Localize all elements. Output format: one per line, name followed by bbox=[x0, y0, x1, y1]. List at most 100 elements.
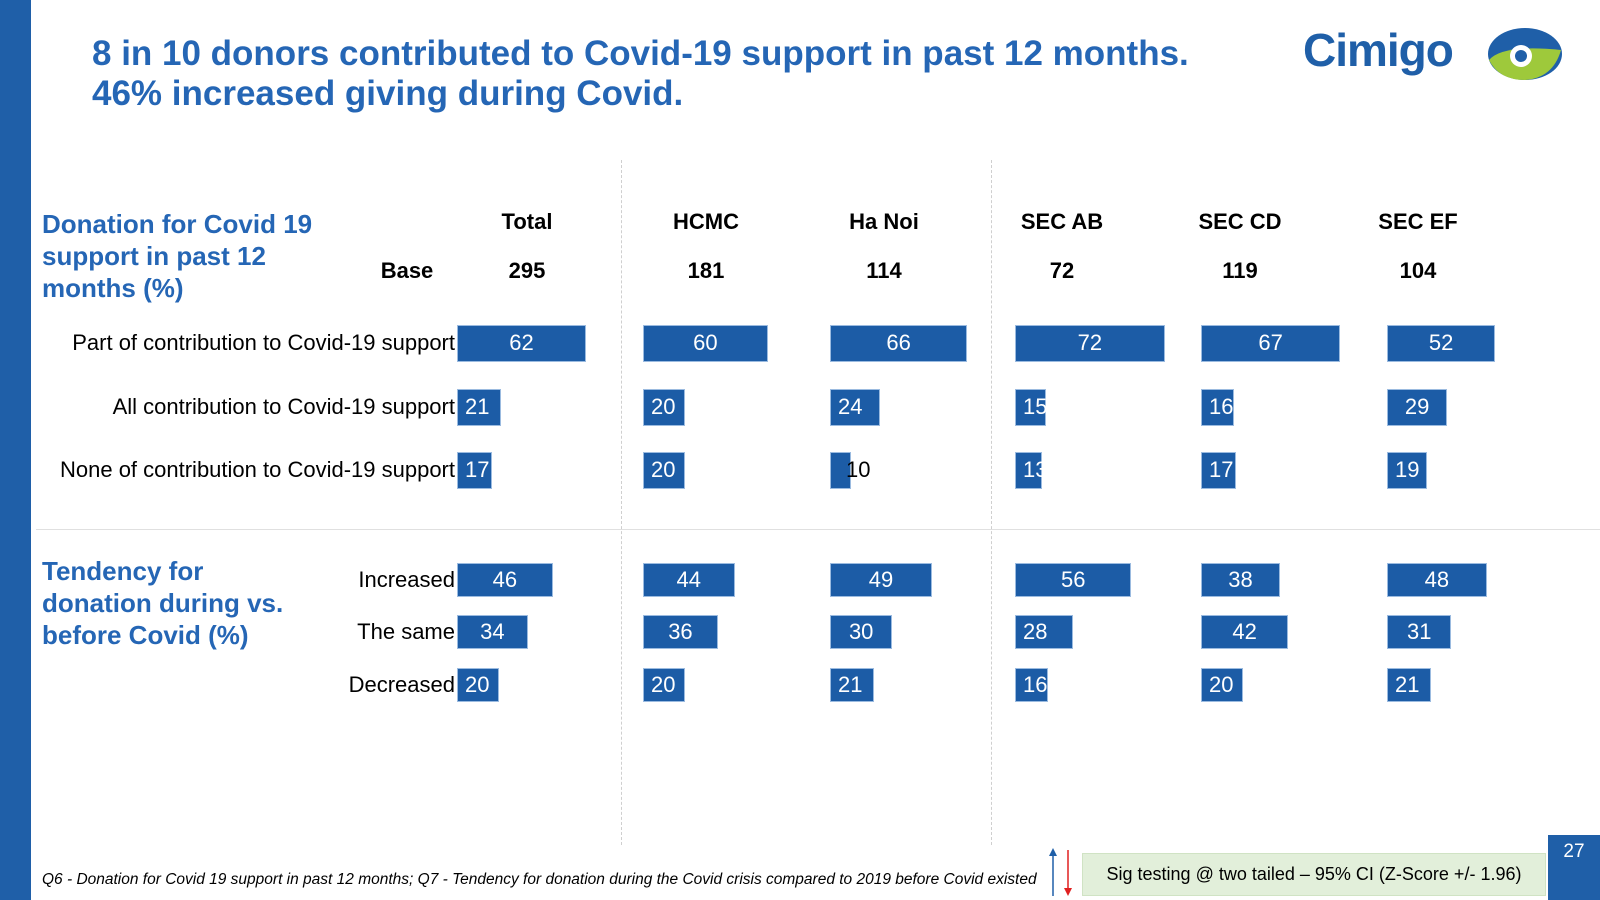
bar bbox=[643, 451, 685, 489]
bar bbox=[1015, 668, 1049, 702]
column-header: HCMC bbox=[673, 209, 739, 234]
base-label: Base bbox=[380, 258, 434, 283]
bar-value-label: 38 bbox=[1228, 567, 1253, 592]
bar bbox=[1201, 668, 1243, 702]
sig-testing-note: Sig testing @ two tailed – 95% CI (Z-Sco… bbox=[1082, 853, 1546, 896]
bar-value-label: 60 bbox=[693, 330, 718, 355]
bar bbox=[643, 563, 735, 597]
column-header: SEC CD bbox=[1198, 209, 1282, 234]
bar bbox=[1015, 324, 1165, 362]
bar-value-label: 16 bbox=[1023, 672, 1048, 697]
bar-value-label: 20 bbox=[651, 457, 676, 482]
bar bbox=[1201, 451, 1237, 489]
column-base: 72 bbox=[1049, 258, 1075, 283]
bar-value-label: 52 bbox=[1428, 330, 1454, 355]
bar-value-label: 21 bbox=[838, 672, 863, 697]
column-divider bbox=[621, 160, 622, 845]
bar-value-label: 66 bbox=[886, 330, 911, 355]
bar bbox=[1387, 451, 1427, 489]
bar-value-label: 15 bbox=[1023, 394, 1048, 419]
section-title-line: Donation for Covid 19 bbox=[42, 209, 313, 239]
bar bbox=[1387, 324, 1496, 362]
bar bbox=[1387, 388, 1448, 426]
row-label: Part of contribution to Covid-19 support bbox=[72, 330, 455, 355]
section-divider bbox=[36, 529, 1600, 530]
bar bbox=[457, 324, 586, 362]
column-header: SEC AB bbox=[1020, 209, 1104, 234]
svg-text:Cimigo: Cimigo bbox=[1303, 24, 1453, 76]
page-title: 8 in 10 donors contributed to Covid-19 s… bbox=[92, 34, 1189, 114]
column-base: 181 bbox=[687, 258, 725, 283]
bar-value-label: 20 bbox=[651, 672, 676, 697]
bar-value-label: 48 bbox=[1424, 567, 1450, 592]
row-label: All contribution to Covid-19 support bbox=[112, 394, 455, 419]
section-title-line: Tendency for bbox=[42, 556, 204, 586]
bar-value-label: 16 bbox=[1209, 394, 1234, 419]
column-header: Total bbox=[501, 209, 553, 234]
bar-value-label: 17 bbox=[465, 457, 490, 482]
column-header: SEC EF bbox=[1378, 209, 1458, 234]
bar bbox=[830, 668, 874, 702]
bar bbox=[1015, 451, 1043, 489]
bar-value-label: 19 bbox=[1395, 457, 1420, 482]
left-accent-bar bbox=[0, 0, 31, 900]
bar bbox=[643, 324, 768, 362]
bar bbox=[1015, 563, 1132, 597]
bar-value-label: 67 bbox=[1258, 330, 1283, 355]
bar bbox=[457, 668, 499, 702]
bar-value-label: 21 bbox=[1395, 672, 1420, 697]
bar bbox=[643, 388, 685, 426]
sig-arrows-icon bbox=[1049, 848, 1072, 896]
bar-value-label: 72 bbox=[1077, 330, 1103, 355]
bar bbox=[830, 615, 893, 649]
section-donation-title: Donation for Covid 19 support in past 12… bbox=[42, 208, 312, 304]
row-label: The same bbox=[357, 619, 455, 644]
row-label: Increased bbox=[358, 567, 455, 592]
cimigo-logo: Cimigo bbox=[1303, 24, 1562, 80]
bar-value-label: 42 bbox=[1232, 619, 1257, 644]
bar bbox=[830, 324, 968, 362]
bar bbox=[457, 388, 501, 426]
footnote: Q6 - Donation for Covid 19 support in pa… bbox=[42, 871, 1037, 888]
page-number: 27 bbox=[1548, 835, 1600, 900]
bar-value-label: 62 bbox=[509, 330, 534, 355]
bar bbox=[1387, 563, 1487, 597]
column-base: 119 bbox=[1222, 258, 1258, 283]
bar bbox=[457, 563, 553, 597]
column-base: 104 bbox=[1399, 258, 1437, 283]
section-tendency-title: Tendency for donation during vs. before … bbox=[42, 555, 283, 651]
bar bbox=[643, 615, 718, 649]
bar bbox=[830, 451, 851, 489]
column-header: Ha Noi bbox=[849, 209, 919, 234]
section-title-line: donation during vs. bbox=[42, 588, 284, 618]
bar-value-label: 46 bbox=[492, 567, 518, 592]
bar-value-label: 28 bbox=[1023, 619, 1048, 644]
column-divider bbox=[991, 160, 992, 845]
row-label: None of contribution to Covid-19 support bbox=[59, 457, 455, 482]
title-line-2: 46% increased giving during Covid. bbox=[92, 74, 684, 113]
bar bbox=[1201, 615, 1289, 649]
section-title-line: months (%) bbox=[42, 273, 184, 303]
bar-value-label: 29 bbox=[1404, 394, 1430, 419]
bar-value-label: 20 bbox=[1209, 672, 1234, 697]
bar bbox=[1201, 388, 1235, 426]
section-title-line: support in past 12 bbox=[42, 241, 266, 271]
bar-value-label: 20 bbox=[651, 394, 676, 419]
bar-value-label: 31 bbox=[1406, 619, 1432, 644]
bar bbox=[1201, 324, 1341, 362]
bar bbox=[1015, 615, 1074, 649]
bar-value-label: 24 bbox=[838, 394, 863, 419]
column-base: 114 bbox=[866, 258, 902, 283]
bar bbox=[643, 668, 685, 702]
bar-value-label: 20 bbox=[465, 672, 490, 697]
bar bbox=[1201, 563, 1281, 597]
bar-value-label: 30 bbox=[848, 619, 874, 644]
bar-value-label: 36 bbox=[668, 619, 693, 644]
bar-value-label: 34 bbox=[480, 619, 505, 644]
bar-value-label: 49 bbox=[868, 567, 894, 592]
bar-value-label: 13 bbox=[1023, 457, 1048, 482]
row-label: Decreased bbox=[348, 672, 455, 697]
section-title-line: before Covid (%) bbox=[42, 620, 249, 650]
bar-value-label: 21 bbox=[465, 394, 490, 419]
bar bbox=[1015, 388, 1047, 426]
